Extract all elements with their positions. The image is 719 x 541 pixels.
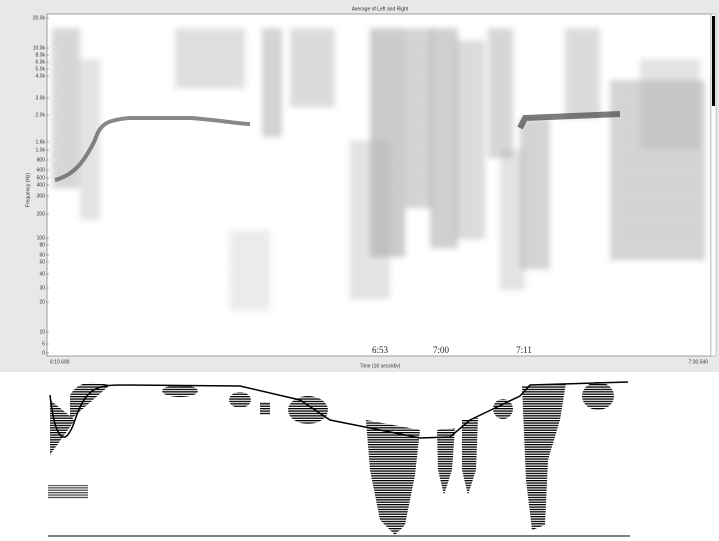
trace-block bbox=[582, 382, 614, 410]
title: Average of Left and Right bbox=[352, 6, 409, 12]
y-tick-label: 400 bbox=[37, 182, 46, 188]
y-tick-label: 50 bbox=[39, 259, 45, 265]
trace-block bbox=[493, 399, 513, 419]
y-tick-label: 3.0k bbox=[36, 95, 46, 101]
spectral-band bbox=[430, 28, 458, 248]
trace-block bbox=[260, 402, 270, 415]
spectral-band bbox=[175, 28, 245, 88]
trace-block bbox=[522, 383, 566, 530]
y-tick-label: 1.0k bbox=[36, 147, 46, 153]
y-tick-label: 40 bbox=[39, 271, 45, 277]
y-tick-label: 5.0k bbox=[36, 66, 46, 72]
trace-block bbox=[229, 392, 251, 408]
spectral-band bbox=[565, 28, 600, 118]
y-tick-label: 600 bbox=[37, 167, 46, 173]
spectral-band bbox=[290, 28, 335, 108]
y-tick-label: 10 bbox=[39, 329, 45, 335]
y-tick-label: 4.0k bbox=[36, 73, 46, 79]
y-tick-label: 60 bbox=[39, 252, 45, 258]
spectral-band bbox=[455, 40, 485, 240]
y-tick-label: 500 bbox=[37, 175, 46, 181]
time-marker: 7:00 bbox=[433, 345, 450, 355]
y-tick-label: 0 bbox=[42, 350, 45, 356]
spectral-band bbox=[640, 60, 700, 150]
x-end: 7:30.540 bbox=[689, 359, 709, 365]
spectral-band bbox=[405, 28, 433, 208]
spectral-band bbox=[350, 140, 390, 300]
trace-block bbox=[462, 418, 478, 495]
time-marker: 7:11 bbox=[516, 345, 532, 355]
trace-block bbox=[437, 428, 455, 495]
x-start: 6:10.600 bbox=[50, 359, 70, 365]
trace-block bbox=[70, 383, 110, 420]
y-tick-label: 100 bbox=[37, 235, 46, 241]
trace-block bbox=[288, 396, 328, 424]
spectral-band bbox=[488, 28, 513, 158]
trace-block bbox=[366, 420, 420, 535]
y-tick-label: 1.6k bbox=[36, 139, 46, 145]
pitch-trace bbox=[48, 382, 630, 536]
y-tick-label: 6.0k bbox=[36, 59, 46, 65]
screenshot: Average of Left and Right Frequency (Hz)… bbox=[0, 0, 719, 541]
trace-block bbox=[162, 385, 198, 397]
y-tick-label: 20 bbox=[39, 299, 45, 305]
spectral-band bbox=[230, 230, 270, 310]
spectral-band bbox=[500, 150, 525, 290]
scale-level bbox=[712, 16, 715, 106]
spectral-band bbox=[262, 28, 282, 138]
y-tick-label: 2.0k bbox=[36, 112, 46, 118]
spectrogram-view: Average of Left and Right Frequency (Hz)… bbox=[0, 0, 719, 541]
y-tick-label: 80 bbox=[39, 242, 45, 248]
spectral-band bbox=[52, 28, 80, 188]
x-axis-label: Time (16 secs/div) bbox=[360, 363, 401, 369]
y-tick-label: 200 bbox=[37, 211, 46, 217]
y-axis-label: Frequency (Hz) bbox=[25, 172, 31, 207]
y-tick-label: 300 bbox=[37, 193, 46, 199]
trace-block bbox=[48, 485, 88, 499]
y-tick-label: 10.0k bbox=[33, 45, 46, 51]
y-tick-label: 5 bbox=[42, 341, 45, 347]
time-marker: 6:53 bbox=[372, 345, 389, 355]
y-tick-label: 20.0k bbox=[33, 15, 46, 21]
y-tick-label: 8.0k bbox=[36, 52, 46, 58]
y-tick-label: 30 bbox=[39, 285, 45, 291]
y-tick-label: 800 bbox=[37, 157, 46, 163]
